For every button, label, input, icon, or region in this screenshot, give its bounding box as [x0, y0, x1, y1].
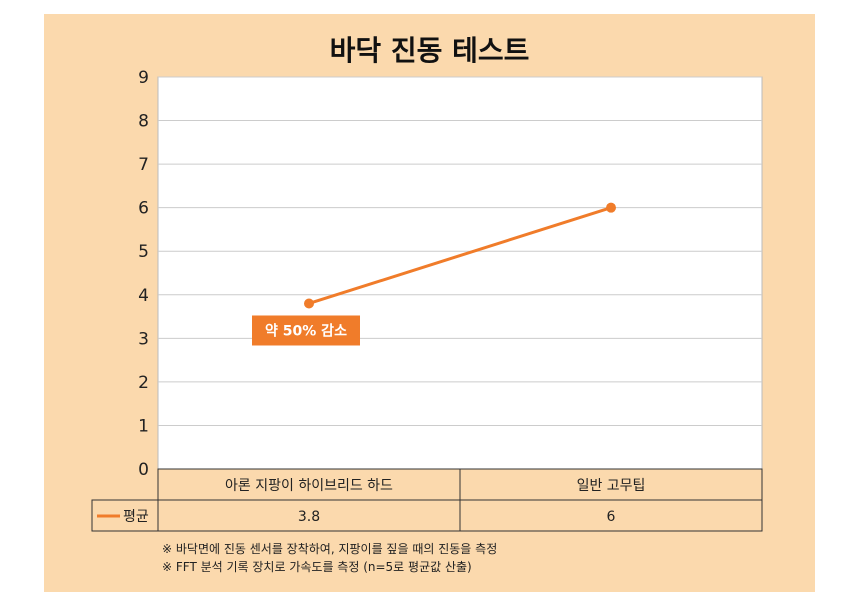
callout: 약 50% 감소 [252, 315, 360, 346]
y-tick-label: 9 [138, 68, 149, 88]
footnote-2: ※ FFT 분석 기록 장치로 가속도를 측정 (n=5로 평균값 산출) [162, 560, 472, 574]
callout-label: 약 50% 감소 [265, 322, 347, 339]
series-line [308, 206, 612, 305]
y-tick-label: 6 [138, 199, 149, 219]
y-tick-label: 2 [138, 373, 149, 393]
y-tick-label: 7 [138, 155, 149, 175]
y-tick-label: 4 [138, 286, 149, 306]
data-point [304, 298, 314, 309]
y-tick-label: 8 [138, 112, 149, 132]
data-table-value: 3.8 [298, 509, 320, 525]
footnote-1: ※ 바닥면에 진동 센서를 장착하여, 지팡이를 짚을 때의 진동을 측정 [162, 542, 497, 556]
data-table: 아론 지팡이 하이브리드 하드 일반 고무팁 3.8 6 평균 [91, 468, 763, 532]
data-table-value: 6 [607, 509, 616, 525]
x-category-label: 아론 지팡이 하이브리드 하드 [225, 478, 393, 494]
callout-box [252, 315, 360, 346]
data-point [606, 202, 616, 213]
y-tick-label: 0 [138, 460, 149, 480]
chart-panel: 바닥 진동 테스트 0 1 2 3 4 5 6 7 8 9 아론 지팡이 하이브리드 하드 일반 고… [44, 14, 815, 592]
chart-svg: 바닥 진동 테스트 0 1 2 3 4 5 6 7 8 9 아론 지팡이 하이브리드 하드 일반 고… [91, 34, 763, 574]
y-tick-label: 5 [138, 242, 149, 262]
y-axis-ticks: 0 1 2 3 4 5 6 7 8 9 [138, 68, 149, 480]
plot-area [157, 76, 763, 470]
y-tick-label: 3 [138, 329, 149, 349]
table-row-header-cell [91, 499, 159, 532]
chart-title: 바닥 진동 테스트 [330, 34, 530, 67]
x-category-label: 일반 고무팁 [577, 478, 646, 494]
y-tick-label: 1 [138, 416, 149, 436]
legend-label: 평균 [123, 509, 149, 525]
series-layer [304, 202, 616, 309]
